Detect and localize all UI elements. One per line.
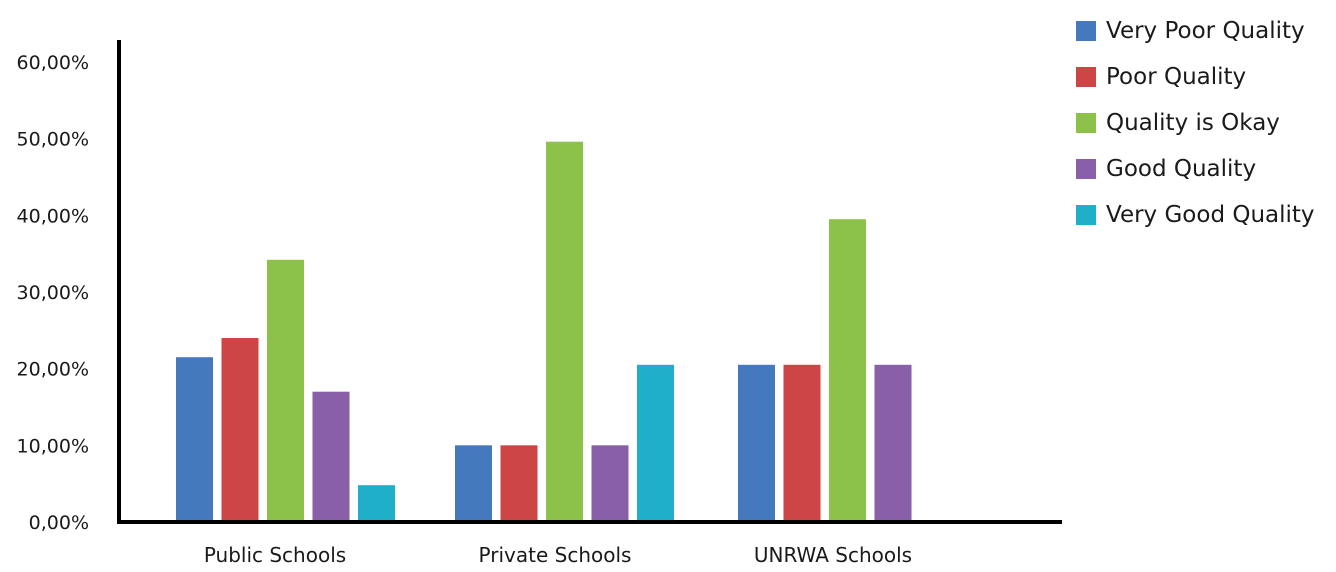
legend-swatch <box>1076 205 1096 225</box>
x-category-label: Private Schools <box>479 543 632 567</box>
bar-very-good-quality-private-schools <box>637 364 674 522</box>
legend-swatch <box>1076 21 1096 41</box>
bar-poor-quality-private-schools <box>500 445 538 522</box>
legend-swatch <box>1076 159 1096 179</box>
legend-swatch <box>1076 113 1096 133</box>
legend-item-poor-quality: Poor Quality <box>1076 54 1315 100</box>
legend-swatch <box>1076 67 1096 87</box>
legend-label: Very Poor Quality <box>1106 17 1305 44</box>
legend-label: Good Quality <box>1106 155 1257 182</box>
legend-item-quality-is-okay: Quality is Okay <box>1076 100 1315 146</box>
bar-very-good-quality-public-schools <box>358 485 395 522</box>
bar-good-quality-unrwa-schools <box>874 364 912 522</box>
y-tick-label: 50,00% <box>17 129 89 151</box>
bar-very-poor-quality-private-schools <box>455 445 492 522</box>
y-tick-label: 10,00% <box>17 435 89 457</box>
y-tick-label: 20,00% <box>17 359 89 381</box>
legend-label: Poor Quality <box>1106 63 1247 90</box>
bar-poor-quality-unrwa-schools <box>783 364 821 522</box>
y-axis-ticks: 0,00% 10,00% 20,00% 30,00% 40,00% 50,00% 60,00… <box>17 52 89 534</box>
x-category-label: UNRWA Schools <box>754 543 912 567</box>
legend: Very Poor Quality Poor Quality Quality i… <box>1076 8 1315 238</box>
legend-item-good-quality: Good Quality <box>1076 146 1315 192</box>
legend-label: Quality is Okay <box>1106 109 1280 136</box>
y-tick-label: 0,00% <box>29 512 89 534</box>
bar-good-quality-private-schools <box>591 445 629 522</box>
bar-poor-quality-public-schools <box>221 338 259 522</box>
bar-quality-is-okay-unrwa-schools <box>829 219 866 522</box>
bar-good-quality-public-schools <box>312 391 350 522</box>
x-category-label: Public Schools <box>204 543 346 567</box>
y-tick-label: 30,00% <box>17 282 89 304</box>
bar-quality-is-okay-private-schools <box>546 141 583 522</box>
bars <box>176 141 912 522</box>
bar-very-poor-quality-public-schools <box>176 357 213 522</box>
y-tick-label: 60,00% <box>17 52 89 74</box>
legend-label: Very Good Quality <box>1106 201 1315 228</box>
bar-very-poor-quality-unrwa-schools <box>738 364 775 522</box>
y-tick-label: 40,00% <box>17 205 89 227</box>
legend-item-very-good-quality: Very Good Quality <box>1076 192 1315 238</box>
legend-item-very-poor-quality: Very Poor Quality <box>1076 8 1315 54</box>
bar-quality-is-okay-public-schools <box>267 259 304 522</box>
x-axis-labels: Public Schools Private Schools UNRWA Schoo… <box>204 543 912 567</box>
